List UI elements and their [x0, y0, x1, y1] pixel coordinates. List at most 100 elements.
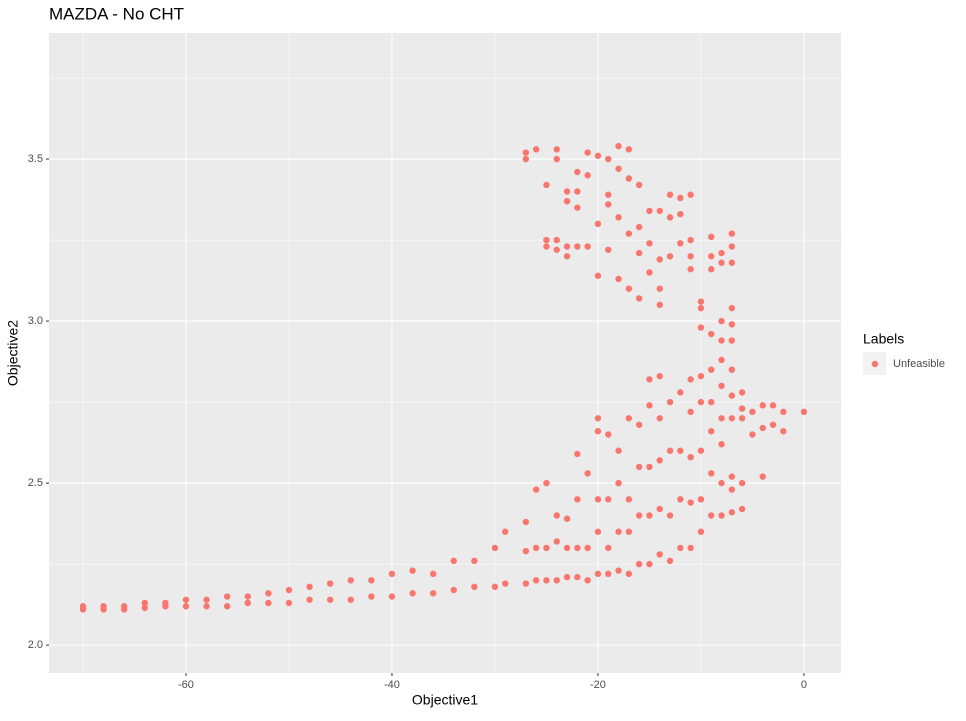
point: [677, 389, 684, 396]
point: [553, 155, 560, 163]
point: [687, 544, 694, 552]
point: [450, 586, 457, 594]
point: [594, 152, 602, 160]
point: [553, 512, 560, 519]
point: [687, 453, 694, 461]
point: [543, 479, 550, 487]
point: [708, 330, 715, 338]
point: [697, 496, 705, 503]
point: [646, 402, 653, 409]
point: [656, 415, 663, 422]
point: [697, 298, 705, 305]
point: [584, 243, 591, 250]
point: [326, 596, 334, 603]
point: [615, 214, 622, 221]
point: [409, 567, 416, 574]
point: [625, 146, 633, 153]
point: [306, 583, 313, 591]
point: [697, 398, 705, 406]
point: [265, 590, 272, 597]
point: [522, 518, 530, 526]
point: [543, 577, 550, 584]
y-tick-label: 2.0: [28, 639, 43, 651]
point: [574, 168, 581, 176]
point: [574, 243, 581, 250]
point: [522, 547, 530, 555]
point: [563, 573, 571, 581]
point: [625, 570, 633, 578]
point: [708, 398, 715, 406]
panel: [49, 33, 841, 673]
x-axis-title: Objective1: [412, 692, 478, 708]
point: [625, 415, 633, 422]
point: [574, 204, 581, 211]
point: [728, 230, 736, 237]
point: [687, 499, 694, 506]
point: [471, 583, 478, 591]
point: [223, 593, 231, 600]
point: [563, 243, 571, 250]
point: [666, 447, 674, 454]
point: [708, 253, 715, 260]
point: [615, 479, 622, 487]
point: [728, 337, 736, 344]
point: [605, 155, 612, 163]
point: [594, 415, 602, 422]
point: [656, 505, 663, 513]
point: [708, 512, 715, 519]
point: [522, 149, 530, 156]
point: [584, 577, 591, 584]
point: [718, 337, 725, 344]
point: [532, 577, 540, 584]
point: [687, 253, 694, 260]
point: [182, 596, 190, 603]
point: [625, 496, 633, 503]
point: [574, 188, 581, 195]
point: [120, 603, 128, 610]
point: [728, 259, 736, 266]
point: [563, 197, 571, 205]
point: [584, 172, 591, 179]
point: [471, 557, 478, 565]
point: [656, 372, 663, 380]
point: [656, 551, 663, 558]
point: [718, 249, 725, 257]
point: [244, 593, 251, 600]
point: [769, 402, 777, 409]
point: [563, 515, 571, 522]
point: [738, 389, 746, 396]
point: [584, 470, 591, 477]
point: [718, 479, 725, 487]
point: [522, 155, 530, 163]
point: [646, 463, 653, 471]
point: [594, 496, 602, 503]
point: [347, 577, 354, 584]
point: [749, 431, 756, 438]
legend-title: Labels: [863, 331, 904, 347]
point: [677, 210, 684, 218]
point: [574, 544, 581, 552]
point: [656, 457, 663, 464]
point: [625, 230, 633, 237]
legend-point: [871, 360, 879, 368]
point: [666, 253, 674, 260]
point: [605, 544, 612, 552]
point: [666, 214, 674, 221]
point: [687, 376, 694, 383]
point: [532, 146, 540, 153]
point: [728, 486, 736, 493]
point: [738, 505, 746, 513]
point: [687, 236, 694, 244]
point: [615, 275, 622, 283]
point: [553, 146, 560, 153]
point: [738, 405, 746, 412]
point: [635, 512, 643, 519]
point: [326, 580, 334, 587]
point: [677, 544, 684, 552]
point: [780, 408, 787, 416]
point: [635, 421, 643, 428]
point: [584, 149, 591, 156]
point: [646, 512, 653, 519]
point: [553, 577, 560, 584]
point: [162, 599, 169, 607]
